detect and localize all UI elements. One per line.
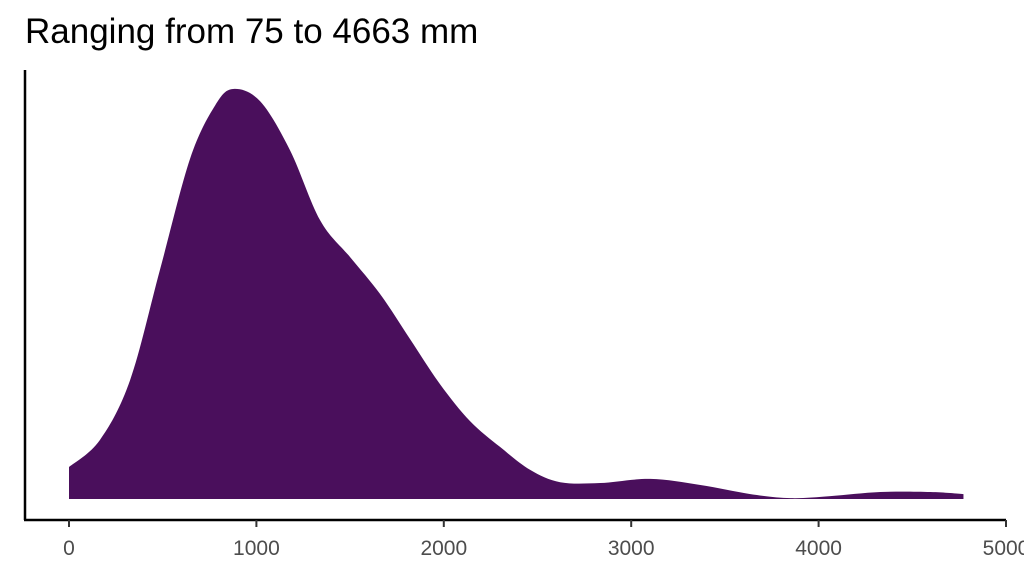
- x-tick-label: 0: [63, 537, 75, 560]
- x-tick-label: 3000: [608, 537, 655, 560]
- x-tick-label: 2000: [420, 537, 467, 560]
- x-tick-label: 1000: [233, 537, 280, 560]
- chart-title: Ranging from 75 to 4663 mm: [25, 12, 479, 51]
- x-tick-label: 5000: [983, 537, 1024, 560]
- density-area: [69, 88, 964, 499]
- x-tick-label: 4000: [795, 537, 842, 560]
